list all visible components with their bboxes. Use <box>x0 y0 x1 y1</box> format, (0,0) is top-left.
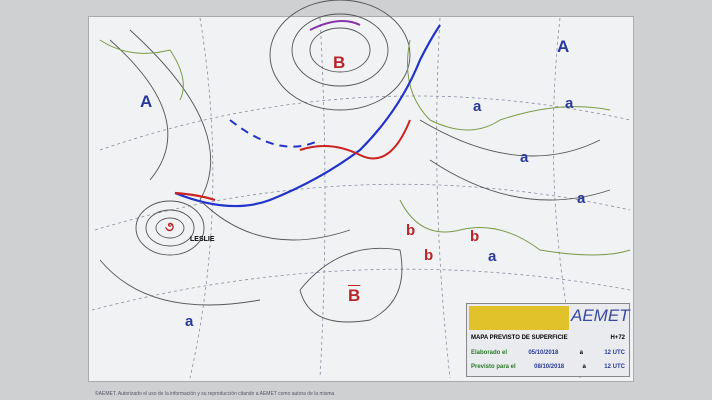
high-label: A <box>140 92 153 111</box>
government-logo <box>469 306 569 330</box>
issued-sep: a <box>579 350 584 356</box>
cold-front <box>174 24 441 208</box>
tropical-storm-icon: ૭ <box>165 219 175 234</box>
aemet-logo: AEMET <box>571 306 630 325</box>
low-label: b <box>424 247 434 264</box>
issued-time: 12 UTC <box>604 350 625 356</box>
map-title: MAPA PREVISTO DE SUPERFICIE <box>471 335 568 341</box>
map-legend: AEMET MAPA PREVISTO DE SUPERFICIE H+72 E… <box>466 303 630 377</box>
low-label: B <box>333 53 346 72</box>
isobars <box>99 0 611 323</box>
coastlines <box>99 39 631 256</box>
low-label: B <box>348 286 361 305</box>
high-label: a <box>565 95 574 112</box>
high-label: a <box>185 313 194 330</box>
low-label: b <box>470 228 480 245</box>
warm-front <box>174 191 216 202</box>
high-label: a <box>577 190 586 207</box>
valid-date: 08/10/2018 <box>534 364 565 370</box>
copyright-footer: ©AEMET. Autorizado el uso de la informac… <box>95 391 335 397</box>
high-label: a <box>473 98 482 115</box>
high-label: a <box>520 149 529 166</box>
occluded-front <box>299 119 411 160</box>
valid-sep: a <box>582 364 586 370</box>
valid-label: Previsto para el <box>471 364 516 370</box>
issued-label: Elaborado el <box>471 350 508 356</box>
storm-name: LESLIE <box>190 236 215 243</box>
trough-line <box>229 119 321 148</box>
low-label: b <box>406 222 416 239</box>
issued-date: 05/10/2018 <box>528 350 559 356</box>
forecast-range: H+72 <box>610 335 625 341</box>
high-label: a <box>488 248 497 265</box>
valid-time: 12 UTC <box>604 364 625 370</box>
occlusion <box>309 20 361 31</box>
high-label: A <box>557 37 570 56</box>
